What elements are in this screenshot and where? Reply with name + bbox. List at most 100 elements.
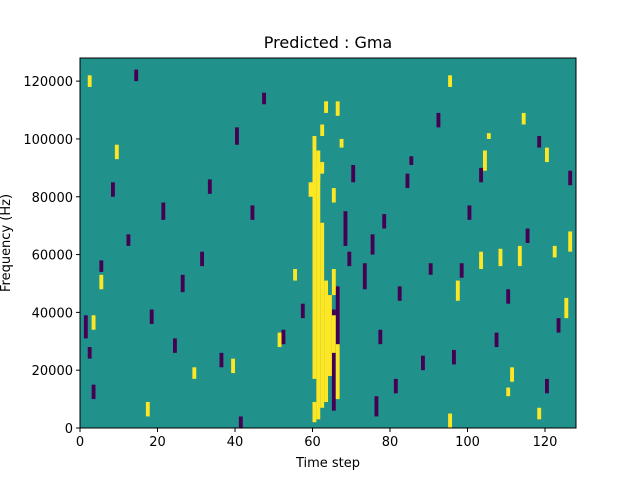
heatmap-cell-low [436, 112, 441, 128]
heatmap-cell-low [343, 211, 348, 246]
heatmap-cell-low [362, 263, 367, 290]
x-tick-label: 20 [149, 435, 166, 450]
heatmap-cell-high [324, 101, 329, 113]
heatmap-cell-high [145, 401, 150, 417]
heatmap-cell-low [545, 378, 549, 394]
heatmap-cell-high [564, 297, 569, 319]
heatmap-cell-high [335, 344, 340, 400]
y-tick-label: 100000 [23, 133, 73, 148]
heatmap-cell-low [556, 318, 561, 333]
heatmap-cell-low [459, 263, 464, 278]
heatmap-cell-high [545, 147, 549, 163]
heatmap-cell-high [339, 138, 344, 148]
heatmap-cell-low [235, 127, 239, 145]
heatmap-cell-low [382, 214, 387, 229]
heatmap-cell-high [331, 315, 336, 353]
x-tick-label: 0 [76, 435, 84, 450]
heatmap-cell-high [510, 367, 515, 382]
chart-title: Predicted : Gma [264, 33, 392, 52]
heatmap-cell-high [231, 358, 236, 374]
heatmap-cell-low [207, 179, 212, 194]
heatmap-cell-low [347, 251, 352, 267]
heatmap-cell-high [312, 401, 317, 423]
heatmap-cell-high [552, 245, 557, 258]
heatmap-cell-high [87, 75, 92, 87]
heatmap-cell-low [281, 329, 286, 345]
heatmap-cell-low [409, 156, 414, 165]
y-tick-label: 0 [65, 422, 73, 437]
heatmap-cell-low [111, 182, 115, 197]
heatmap-cell-high [455, 280, 460, 301]
heatmap-cell-low [428, 263, 433, 275]
heatmap-cell-low [452, 349, 456, 365]
heatmap-cell-low [351, 164, 356, 183]
heatmap-cell-low [331, 309, 336, 411]
y-axis: 0 20000 40000 60000 80000 100000 120000 [23, 75, 80, 437]
heatmap-cell-high [448, 75, 453, 87]
heatmap-cell-high [568, 231, 573, 252]
heatmap-cell-low [99, 260, 104, 272]
heatmap-cell-low [335, 286, 340, 348]
heatmap-cell-high [316, 164, 321, 180]
y-axis-label: Frequency (Hz) [0, 194, 14, 292]
heatmap-cell-low [494, 332, 499, 348]
heatmap-cell-high [331, 269, 336, 296]
x-tick-label: 120 [533, 435, 558, 450]
heatmap-cell-low [370, 234, 375, 255]
heatmap-cell-low [161, 202, 166, 220]
plot-area [80, 58, 576, 428]
heatmap-cell-low [405, 173, 410, 189]
x-tick-label: 60 [304, 435, 321, 450]
heatmap-cell-high [277, 332, 282, 348]
heatmap-cell-low [250, 205, 255, 220]
heatmap-cell-low [238, 416, 243, 428]
heatmap-cell-high [448, 413, 453, 428]
heatmap-cell-low [91, 384, 96, 400]
heatmap-cell-low [525, 228, 530, 243]
heatmap-cell-high [479, 251, 484, 270]
heatmap-cell-low [262, 92, 267, 105]
heatmap-cell-low [467, 205, 472, 220]
heatmap-cell-low [87, 347, 92, 359]
heatmap-cell-high [506, 387, 511, 397]
heatmap-cell-high [324, 280, 329, 402]
heatmap-cell-high [308, 182, 313, 197]
heatmap-cell-low [479, 167, 484, 183]
heatmap-cell-low [393, 378, 398, 394]
y-tick-label: 120000 [23, 75, 73, 90]
heatmap-cell-high [537, 407, 542, 420]
heatmap-cell-low [200, 251, 205, 267]
plot-frame [79, 57, 577, 429]
heatmap-cell-high [99, 274, 104, 290]
heatmap-cell-low [374, 396, 379, 417]
heatmap-cell-low [126, 234, 131, 246]
heatmap-cell-high [331, 188, 336, 203]
heatmap-cell-low [568, 170, 573, 186]
heatmap-cell-high [320, 222, 325, 408]
heatmap-cell-low [180, 274, 185, 293]
heatmap-cell-low [421, 355, 425, 371]
heatmap-cell-low [397, 286, 402, 301]
heatmap-cell-high [483, 150, 487, 171]
heatmap-cell-low [149, 309, 154, 324]
y-tick-label: 80000 [32, 191, 73, 206]
heatmap-cell-low [83, 315, 88, 339]
heatmap-cell-high [517, 245, 522, 267]
x-tick-label: 40 [227, 435, 244, 450]
heatmap-cell-high [293, 269, 298, 281]
heatmap-cell-high [486, 133, 491, 139]
heatmap-cell-high [498, 248, 503, 267]
heatmap-cells [83, 69, 573, 428]
heatmap-cell-high [328, 295, 332, 376]
heatmap-cell-high [320, 162, 325, 174]
y-tick-label: 60000 [32, 249, 73, 264]
heatmap-cell-low [300, 303, 305, 319]
heatmap-cell-low [134, 69, 139, 82]
heatmap-cell-high [335, 101, 340, 116]
heatmap-cell-high [192, 367, 197, 379]
y-tick-label: 40000 [32, 306, 73, 321]
heatmap-cell-low [537, 136, 542, 148]
x-tick-label: 80 [382, 435, 399, 450]
heatmap-cell-high [521, 112, 526, 125]
